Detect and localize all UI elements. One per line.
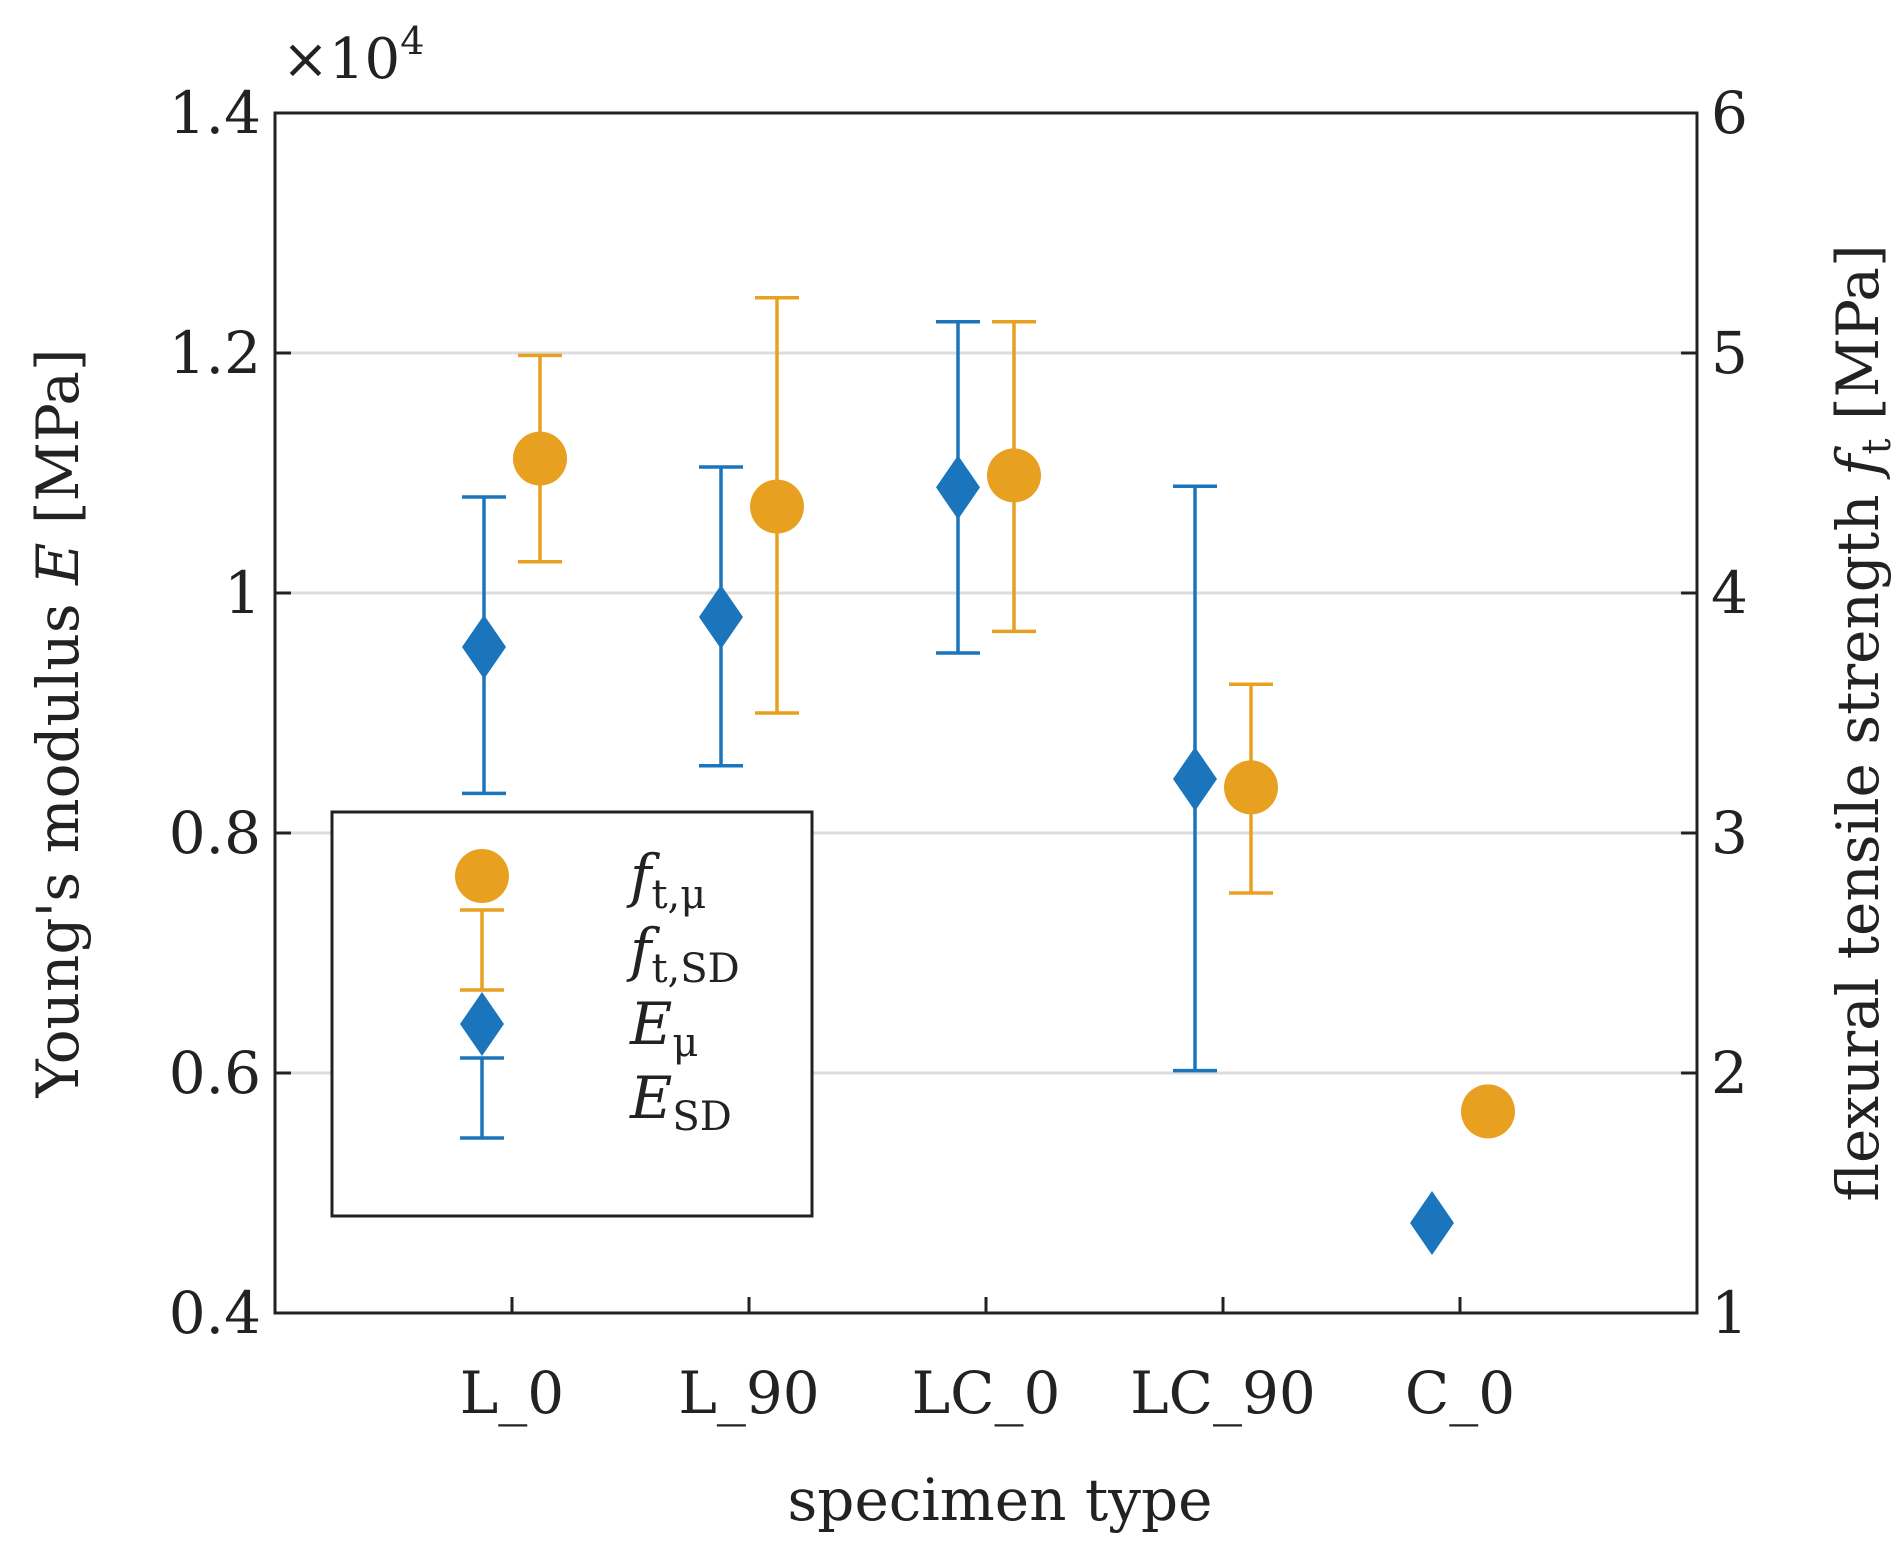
y-tick-label-right: 1 [1711,1279,1748,1347]
exponent-power: 4 [400,19,424,63]
x-tick-label: C_0 [1405,1359,1515,1427]
y-axis-label-left: Young's modulus E [MPa] [24,348,92,1098]
strength-mean-point [987,448,1041,503]
modulus-mean-point [1410,1191,1454,1255]
legend-circle-marker [455,849,509,903]
strength-mean-point [1461,1084,1515,1139]
strength-mean-point [750,479,804,534]
legend-label: Eμ [629,990,698,1066]
legend-label: ft,μ [626,842,706,918]
x-tick-label: LC_90 [1130,1359,1316,1427]
axis-ticks: 0.4 0.6 0.8 1 1.2 1.4 1 2 3 4 5 6 L_0 L_90 LC_0 LC_90 C_… [169,79,1748,1427]
y-tick-label-right: 4 [1711,559,1748,627]
y-tick-label-left: 0.4 [169,1279,261,1347]
y-axis-label-right: flexural tensile strength ft [MPa] [1824,244,1900,1201]
y-tick-label-left: 1.4 [169,79,261,147]
y-tick-label-right: 5 [1711,319,1748,387]
x-axis-label: specimen type [788,1466,1213,1534]
legend-box [330,810,814,1218]
y-tick-label-right: 6 [1711,79,1748,147]
y-tick-label-left: 0.6 [169,1039,261,1107]
strength-mean-point [513,431,567,486]
plot-marks [462,296,1515,1255]
y-tick-label-left: 1 [224,559,261,627]
legend-diamond-marker [460,992,504,1056]
legend-label: ESD [629,1064,732,1140]
x-tick-label: L_0 [460,1359,564,1427]
strength-mean-point [1224,760,1278,815]
y-tick-label-right: 2 [1711,1039,1748,1107]
exponent-label: ×104 [282,19,424,92]
legend-label: ft,SD [626,916,740,992]
modulus-mean-point [936,455,980,520]
modulus-mean-point [699,585,743,649]
y-tick-label-right: 3 [1711,799,1748,867]
modulus-mean-point [462,615,506,679]
x-tick-label: L_90 [678,1359,819,1427]
y-tick-label-left: 0.8 [169,799,261,867]
x-tick-label: LC_0 [912,1359,1061,1427]
modulus-mean-point [1173,747,1217,811]
y-tick-label-left: 1.2 [169,319,261,387]
